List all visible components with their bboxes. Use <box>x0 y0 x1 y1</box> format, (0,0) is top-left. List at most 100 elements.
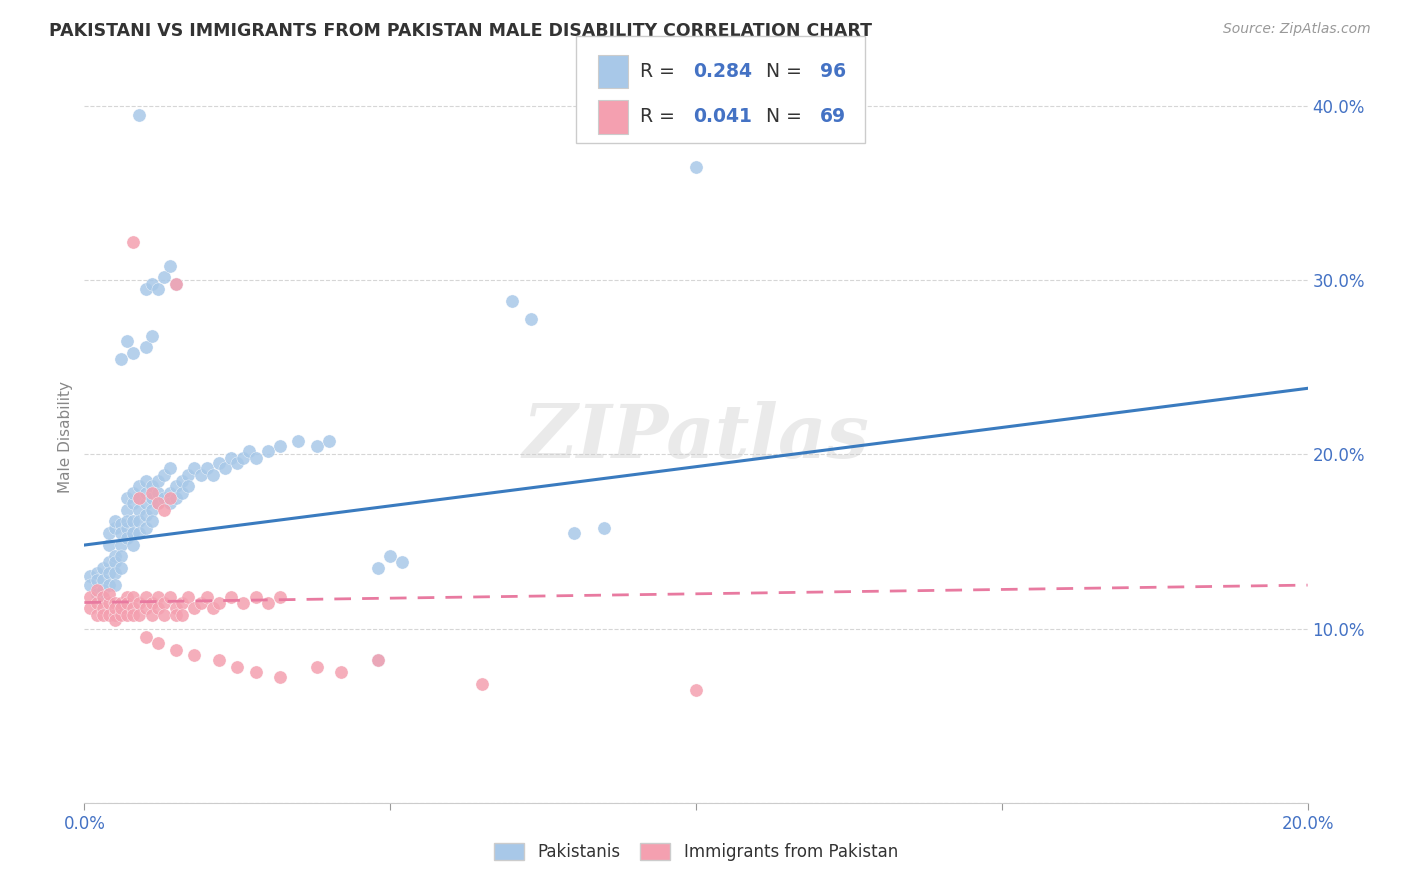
Point <box>226 660 249 674</box>
Point <box>91 607 114 622</box>
Point <box>146 496 169 510</box>
Point <box>165 277 187 291</box>
Point <box>104 613 127 627</box>
Point <box>91 560 114 574</box>
Point <box>471 677 494 691</box>
Text: N =: N = <box>766 62 808 81</box>
Point <box>141 491 163 505</box>
Legend: Pakistanis, Immigrants from Pakistan: Pakistanis, Immigrants from Pakistan <box>488 836 904 868</box>
Point <box>159 496 181 510</box>
Point <box>104 600 127 615</box>
Point <box>226 456 249 470</box>
Point <box>115 491 138 505</box>
Point <box>79 578 101 592</box>
Point <box>245 591 267 605</box>
Point <box>172 485 194 500</box>
Point <box>245 450 267 465</box>
Point <box>562 525 585 540</box>
Point <box>257 444 280 458</box>
Point <box>141 595 163 609</box>
Point <box>91 591 114 605</box>
Point <box>79 569 101 583</box>
Point <box>128 108 150 122</box>
Point <box>128 491 150 505</box>
Point <box>159 485 181 500</box>
Point <box>86 607 108 622</box>
Point <box>502 294 524 309</box>
Point <box>153 491 176 505</box>
Point <box>172 474 194 488</box>
Point <box>165 642 187 657</box>
Point <box>135 485 157 500</box>
Point <box>177 479 200 493</box>
Point <box>165 491 187 505</box>
Text: 0.041: 0.041 <box>693 107 752 126</box>
Point <box>153 269 176 284</box>
Point <box>97 556 120 570</box>
Text: ZIPatlas: ZIPatlas <box>523 401 869 474</box>
Point <box>115 531 138 545</box>
Point <box>287 434 309 448</box>
Point <box>520 311 543 326</box>
Text: N =: N = <box>766 107 808 126</box>
Point <box>122 591 145 605</box>
Point <box>141 479 163 493</box>
Point <box>86 587 108 601</box>
Point <box>97 578 120 592</box>
Point <box>86 595 108 609</box>
Point <box>146 282 169 296</box>
Point <box>141 485 163 500</box>
Point <box>141 514 163 528</box>
Point <box>146 496 169 510</box>
Point <box>146 600 169 615</box>
Point <box>86 566 108 580</box>
Point <box>135 631 157 645</box>
Point <box>115 503 138 517</box>
Point <box>201 468 224 483</box>
Point <box>115 591 138 605</box>
Point <box>110 538 132 552</box>
Point <box>183 461 205 475</box>
Point <box>97 525 120 540</box>
Point <box>122 235 145 249</box>
Point <box>91 583 114 598</box>
Point <box>208 653 231 667</box>
Point <box>305 660 328 674</box>
Point <box>367 653 389 667</box>
Text: R =: R = <box>640 62 681 81</box>
Point <box>232 450 254 465</box>
Point <box>128 503 150 517</box>
Point <box>135 339 157 353</box>
Point <box>177 468 200 483</box>
Point <box>219 591 242 605</box>
Point <box>238 444 260 458</box>
Point <box>115 334 138 349</box>
Point <box>97 607 120 622</box>
Point <box>159 260 181 274</box>
Point <box>122 525 145 540</box>
Point <box>110 607 132 622</box>
Point <box>391 556 413 570</box>
Point <box>269 670 291 684</box>
Point <box>201 600 224 615</box>
Text: R =: R = <box>640 107 681 126</box>
Point <box>104 556 127 570</box>
Point <box>159 491 181 505</box>
Text: PAKISTANI VS IMMIGRANTS FROM PAKISTAN MALE DISABILITY CORRELATION CHART: PAKISTANI VS IMMIGRANTS FROM PAKISTAN MA… <box>49 22 872 40</box>
Point <box>177 591 200 605</box>
Point <box>269 591 291 605</box>
Point <box>128 595 150 609</box>
Point <box>91 600 114 615</box>
Point <box>153 503 176 517</box>
Point <box>110 560 132 574</box>
Point <box>128 491 150 505</box>
Point <box>110 600 132 615</box>
Point <box>190 595 212 609</box>
Point <box>110 517 132 532</box>
Point <box>135 496 157 510</box>
Point <box>79 600 101 615</box>
Point <box>122 600 145 615</box>
Point <box>115 595 138 609</box>
Point <box>685 682 707 697</box>
Point <box>104 566 127 580</box>
